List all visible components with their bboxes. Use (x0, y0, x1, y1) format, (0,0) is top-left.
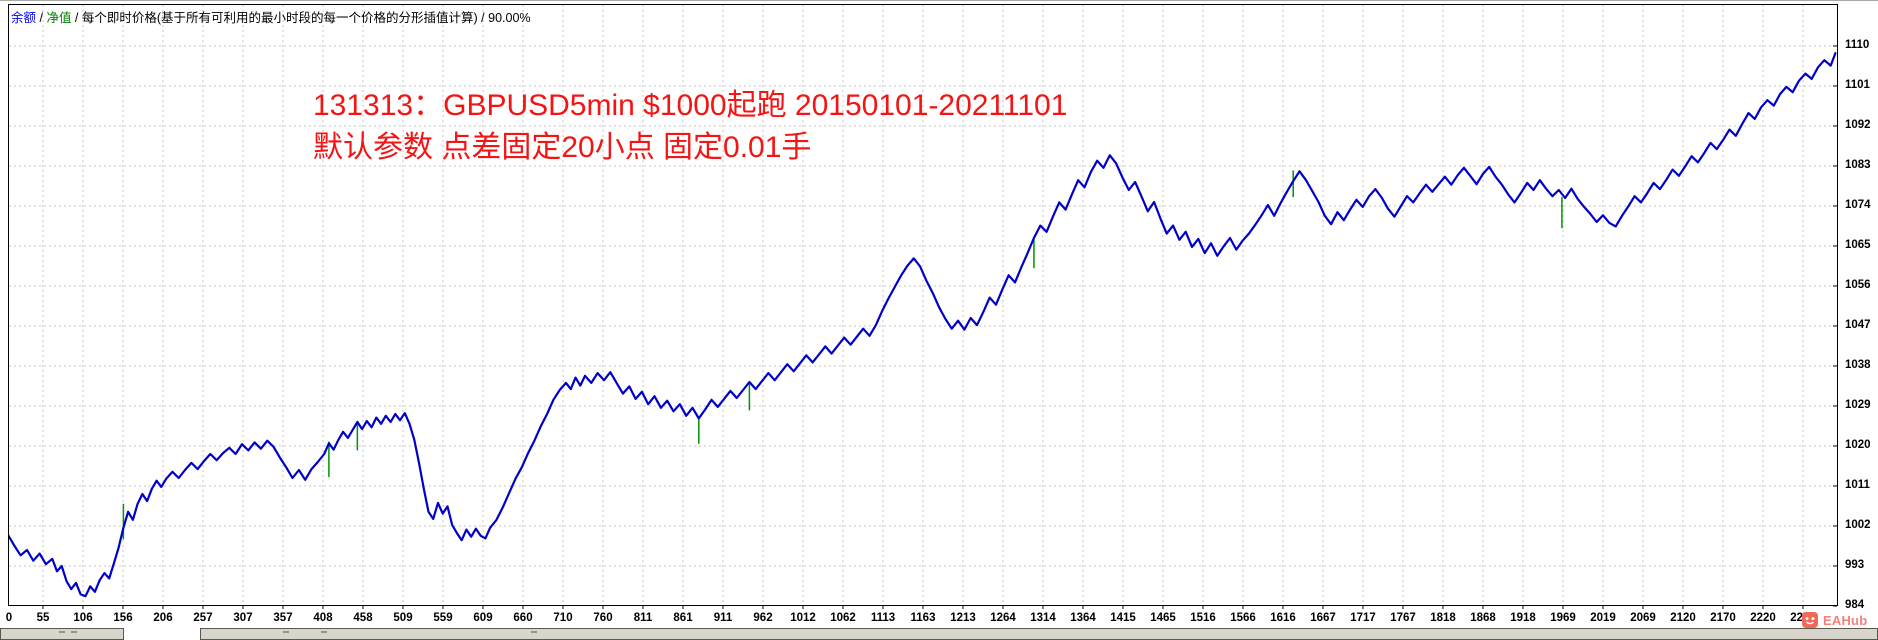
y-axis-label: 1083 (1845, 159, 1871, 171)
x-axis-label: 710 (553, 612, 573, 624)
legend-separator: / (71, 11, 82, 25)
watermark-text: EAHub (1823, 612, 1868, 628)
x-axis-label: 2069 (1630, 612, 1656, 624)
x-axis-label: 1314 (1030, 612, 1056, 624)
test-annotation: 131313：GBPUSD5min $1000起跑 20150101-20211… (313, 85, 1067, 169)
bottom-panel-glyph (321, 631, 327, 633)
x-axis-label: 1969 (1550, 612, 1576, 624)
x-axis-label: 760 (593, 612, 613, 624)
balance-series-label: 余额 (11, 11, 37, 25)
y-axis-label: 1110 (1845, 39, 1870, 51)
modelling-quality: 90.00% (488, 11, 531, 25)
bottom-panel-segment[interactable] (200, 628, 1878, 640)
y-axis-label: 1074 (1845, 199, 1871, 211)
y-axis-label: 1002 (1845, 519, 1871, 531)
x-axis-label: 1012 (790, 612, 816, 624)
y-axis-label: 993 (1845, 559, 1865, 571)
x-axis-label: 962 (753, 612, 773, 624)
y-axis-label: 1092 (1845, 119, 1871, 131)
y-axis-label: 1056 (1845, 279, 1871, 291)
chart-legend: 余额 / 净值 / 每个即时价格(基于所有可利用的最小时段的每一个价格的分形插值… (11, 7, 531, 26)
x-axis-label: 1163 (910, 612, 936, 624)
y-axis-label: 1020 (1845, 439, 1871, 451)
y-axis-label: 984 (1845, 599, 1865, 611)
x-axis-label: 55 (36, 612, 50, 624)
x-axis-label: 1465 (1150, 612, 1176, 624)
x-axis-label: 811 (633, 612, 653, 624)
x-axis-label: 1818 (1430, 612, 1456, 624)
x-axis-label: 1113 (870, 612, 896, 624)
y-axis-label: 1011 (1845, 479, 1870, 491)
x-axis-label: 307 (233, 612, 253, 624)
x-axis-label: 1516 (1190, 612, 1216, 624)
x-axis-label: 106 (73, 612, 93, 624)
bottom-panel-glyph (283, 631, 289, 633)
equity-series-label: 净值 (46, 11, 72, 25)
x-axis-label: 1062 (830, 612, 856, 624)
x-axis-label: 1566 (1230, 612, 1256, 624)
x-axis-label: 1918 (1510, 612, 1536, 624)
x-axis-label: 0 (5, 612, 13, 624)
y-axis-label: 1047 (1845, 319, 1871, 331)
x-axis-label: 1213 (950, 612, 976, 624)
y-axis-label: 1065 (1845, 239, 1871, 251)
x-axis-label: 156 (113, 612, 133, 624)
x-axis-label: 2019 (1590, 612, 1616, 624)
bottom-panel-glyph (71, 631, 77, 633)
x-axis-label: 1364 (1070, 612, 1096, 624)
y-axis-label: 1029 (1845, 399, 1871, 411)
eahub-logo-icon (1802, 612, 1818, 628)
x-axis-label: 660 (513, 612, 533, 624)
y-axis-label: 1101 (1845, 79, 1870, 91)
legend-separator: / (36, 11, 47, 25)
x-axis-label: 609 (473, 612, 493, 624)
x-axis-label: 408 (313, 612, 333, 624)
x-axis-label: 1616 (1270, 612, 1296, 624)
balance-curve (8, 51, 1837, 598)
x-axis-label: 1717 (1350, 612, 1376, 624)
x-axis-label: 1868 (1470, 612, 1496, 624)
y-axis-label: 1038 (1845, 359, 1871, 371)
x-axis-label: 257 (193, 612, 213, 624)
equity-curve-chart (8, 4, 1838, 609)
x-axis-label: 458 (353, 612, 373, 624)
x-axis-label: 1767 (1390, 612, 1416, 624)
x-axis-label: 861 (673, 612, 693, 624)
x-axis-label: 1667 (1310, 612, 1336, 624)
x-axis-label: 2220 (1750, 612, 1776, 624)
bottom-panel-glyph (59, 631, 65, 633)
x-axis-label: 2120 (1670, 612, 1696, 624)
model-description: 每个即时价格(基于所有可利用的最小时段的每一个价格的分形插值计算) (81, 11, 478, 25)
x-axis-label: 2170 (1710, 612, 1736, 624)
x-axis-label: 1415 (1110, 612, 1136, 624)
x-axis-label: 911 (713, 612, 733, 624)
annotation-line1: 131313：GBPUSD5min $1000起跑 20150101-20211… (313, 89, 1068, 122)
x-axis-label: 1264 (990, 612, 1016, 624)
annotation-line2: 默认参数 点差固定20小点 固定0.01手 (313, 131, 812, 164)
x-axis-label: 206 (153, 612, 173, 624)
legend-separator: / (477, 11, 489, 25)
bottom-panel-glyph (531, 631, 537, 633)
x-axis-label: 357 (273, 612, 293, 624)
x-axis-label: 509 (393, 612, 413, 624)
watermark: EAHub (1802, 612, 1867, 628)
plot-border (8, 4, 1838, 606)
x-axis-label: 559 (433, 612, 453, 624)
bottom-panel-segment[interactable] (0, 628, 124, 640)
